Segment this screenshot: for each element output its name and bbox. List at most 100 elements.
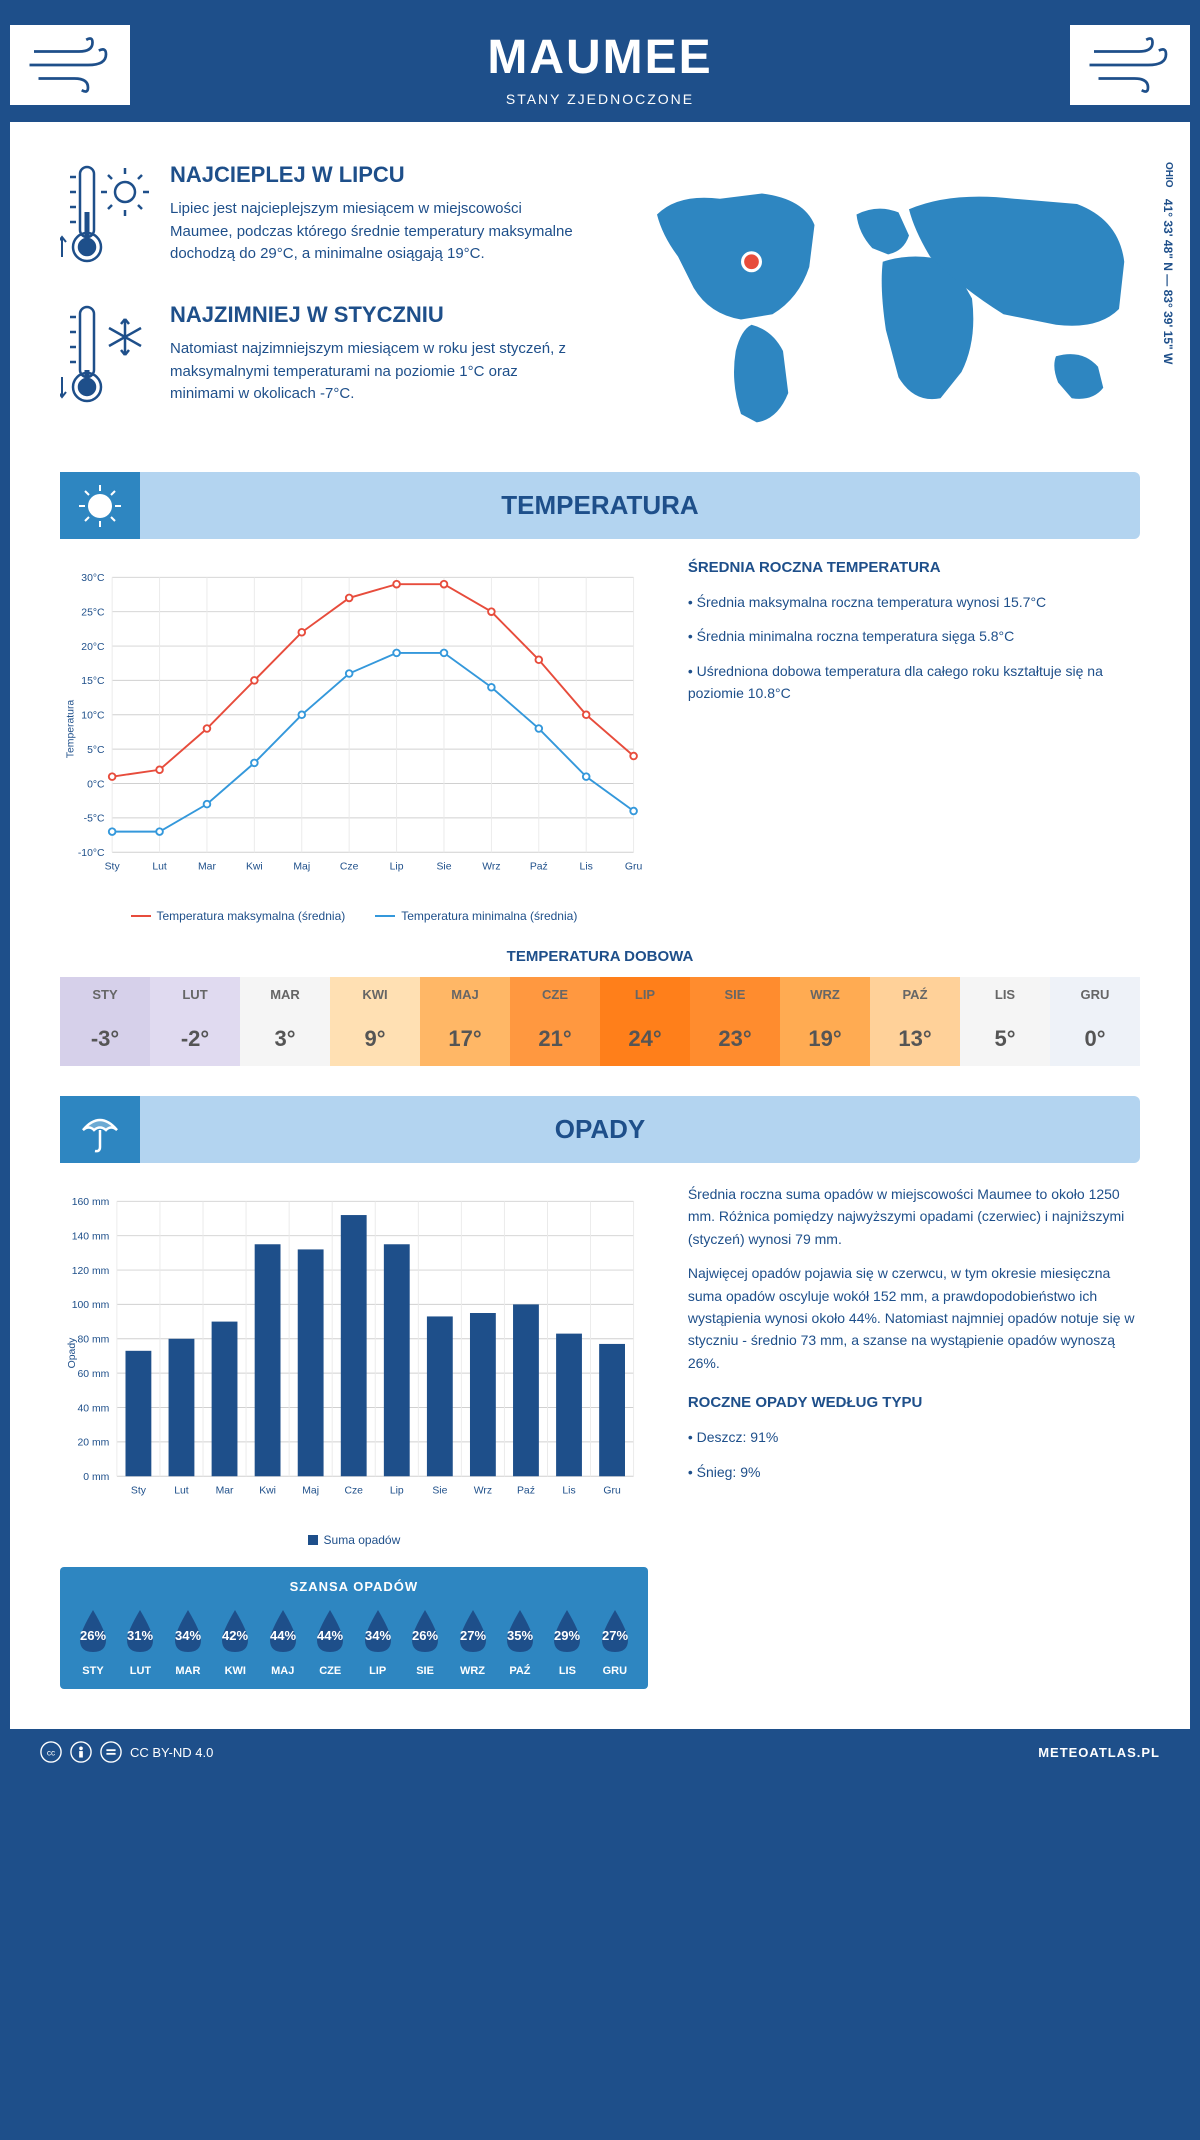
svg-text:80 mm: 80 mm: [77, 1335, 109, 1346]
svg-text:Cze: Cze: [340, 861, 359, 872]
daily-cell: WRZ19°: [780, 977, 870, 1066]
daily-cell: PAŹ13°: [870, 977, 960, 1066]
svg-text:Kwi: Kwi: [259, 1485, 276, 1496]
svg-text:27%: 27%: [459, 1628, 485, 1643]
svg-text:Lis: Lis: [580, 861, 593, 872]
footer: cc CC BY-ND 4.0 METEOATLAS.PL: [10, 1729, 1190, 1775]
temperature-section-header: TEMPERATURA: [60, 472, 1140, 539]
svg-text:Maj: Maj: [302, 1485, 319, 1496]
warmest-block: NAJCIEPLEJ W LIPCU Lipiec jest najcieple…: [60, 162, 585, 272]
svg-text:Sty: Sty: [131, 1485, 147, 1496]
svg-text:Lip: Lip: [390, 861, 404, 872]
city-title: MAUMEE: [10, 30, 1190, 85]
svg-text:20°C: 20°C: [81, 642, 105, 653]
precip-chance-drop: 44%MAJ: [262, 1606, 304, 1677]
precip-chance-drop: 42%KWI: [214, 1606, 256, 1677]
temp-info: ŚREDNIA ROCZNA TEMPERATURA • Średnia mak…: [688, 559, 1140, 717]
header: MAUMEE STANY ZJEDNOCZONE: [10, 10, 1190, 122]
svg-text:Cze: Cze: [344, 1485, 363, 1496]
precip-chance-drop: 27%GRU: [594, 1606, 636, 1677]
svg-text:42%: 42%: [222, 1628, 248, 1643]
coldest-block: NAJZIMNIEJ W STYCZNIU Natomiast najzimni…: [60, 302, 585, 412]
coldest-title: NAJZIMNIEJ W STYCZNIU: [170, 302, 585, 328]
svg-text:44%: 44%: [317, 1628, 343, 1643]
site-name: METEOATLAS.PL: [1038, 1745, 1160, 1760]
nd-icon: [100, 1741, 122, 1763]
precip-chance-drop: 26%STY: [72, 1606, 114, 1677]
svg-text:Wrz: Wrz: [482, 861, 500, 872]
svg-text:-5°C: -5°C: [84, 814, 105, 825]
svg-text:140 mm: 140 mm: [72, 1231, 110, 1242]
svg-text:35%: 35%: [507, 1628, 533, 1643]
svg-text:Lut: Lut: [152, 861, 167, 872]
svg-text:Paź: Paź: [517, 1485, 535, 1496]
thermometer-cold-icon: [60, 302, 150, 412]
svg-text:Gru: Gru: [603, 1485, 621, 1496]
svg-text:Kwi: Kwi: [246, 861, 263, 872]
warmest-text: Lipiec jest najcieplejszym miesiącem w m…: [170, 198, 585, 266]
svg-text:34%: 34%: [175, 1628, 201, 1643]
daily-temp-grid: STY-3°LUT-2°MAR3°KWI9°MAJ17°CZE21°LIP24°…: [60, 977, 1140, 1066]
country-subtitle: STANY ZJEDNOCZONE: [10, 91, 1190, 107]
svg-text:Sie: Sie: [436, 861, 451, 872]
svg-text:Wrz: Wrz: [474, 1485, 492, 1496]
precip-info: Średnia roczna suma opadów w miejscowośc…: [688, 1183, 1140, 1495]
svg-text:Maj: Maj: [293, 861, 310, 872]
daily-cell: STY-3°: [60, 977, 150, 1066]
license-text: CC BY-ND 4.0: [130, 1745, 213, 1760]
precip-chance-box: SZANSA OPADÓW 26%STY31%LUT34%MAR42%KWI44…: [60, 1567, 648, 1689]
precip-chance-drop: 35%PAŹ: [499, 1606, 541, 1677]
daily-cell: GRU0°: [1050, 977, 1140, 1066]
precip-bar-chart: 0 mm20 mm40 mm60 mm80 mm100 mm120 mm140 …: [60, 1183, 648, 1523]
daily-cell: LIP24°: [600, 977, 690, 1066]
svg-text:Lut: Lut: [174, 1485, 189, 1496]
svg-text:44%: 44%: [270, 1628, 296, 1643]
svg-text:0°C: 0°C: [87, 779, 105, 790]
daily-temp-title: TEMPERATURA DOBOWA: [60, 948, 1140, 965]
wind-icon-right: [1070, 25, 1190, 105]
precip-chance-drop: 27%WRZ: [452, 1606, 494, 1677]
svg-text:5°C: 5°C: [87, 745, 105, 756]
svg-text:26%: 26%: [80, 1628, 106, 1643]
wind-icon-left: [10, 25, 130, 105]
svg-text:31%: 31%: [127, 1628, 153, 1643]
world-map: OHIO 41° 33' 48" N — 83° 39' 15" W: [615, 162, 1140, 442]
cc-icon: cc: [40, 1741, 62, 1763]
thermometer-hot-icon: [60, 162, 150, 272]
svg-text:Gru: Gru: [625, 861, 643, 872]
svg-text:160 mm: 160 mm: [72, 1197, 110, 1208]
svg-text:26%: 26%: [412, 1628, 438, 1643]
precip-section-header: OPADY: [60, 1096, 1140, 1163]
svg-text:-10°C: -10°C: [78, 848, 105, 859]
daily-cell: KWI9°: [330, 977, 420, 1066]
daily-cell: LUT-2°: [150, 977, 240, 1066]
precip-chart-legend: Suma opadów: [60, 1533, 648, 1547]
sun-icon: [60, 472, 140, 539]
svg-text:10°C: 10°C: [81, 711, 105, 722]
precip-chance-drop: 29%LIS: [546, 1606, 588, 1677]
svg-text:29%: 29%: [554, 1628, 580, 1643]
svg-text:120 mm: 120 mm: [72, 1266, 110, 1277]
svg-text:Mar: Mar: [216, 1485, 234, 1496]
precip-chance-drop: 31%LUT: [119, 1606, 161, 1677]
svg-text:Lip: Lip: [390, 1485, 404, 1496]
precip-chance-drop: 34%LIP: [357, 1606, 399, 1677]
svg-text:Temperatura: Temperatura: [65, 700, 76, 759]
svg-text:40 mm: 40 mm: [77, 1403, 109, 1414]
svg-text:Mar: Mar: [198, 861, 216, 872]
precip-chance-drop: 34%MAR: [167, 1606, 209, 1677]
umbrella-icon: [60, 1096, 140, 1163]
by-icon: [70, 1741, 92, 1763]
svg-text:Paź: Paź: [530, 861, 548, 872]
temp-chart-legend: Temperatura maksymalna (średnia) Tempera…: [60, 909, 648, 923]
temperature-line-chart: -10°C-5°C0°C5°C10°C15°C20°C25°C30°CStyLu…: [60, 559, 648, 899]
svg-text:30°C: 30°C: [81, 573, 105, 584]
svg-text:Opady: Opady: [67, 1337, 78, 1368]
svg-text:Sty: Sty: [105, 861, 121, 872]
daily-cell: LIS5°: [960, 977, 1050, 1066]
svg-text:0 mm: 0 mm: [83, 1472, 109, 1483]
svg-text:34%: 34%: [365, 1628, 391, 1643]
svg-text:Lis: Lis: [562, 1485, 575, 1496]
svg-text:cc: cc: [47, 1749, 55, 1758]
svg-text:27%: 27%: [602, 1628, 628, 1643]
